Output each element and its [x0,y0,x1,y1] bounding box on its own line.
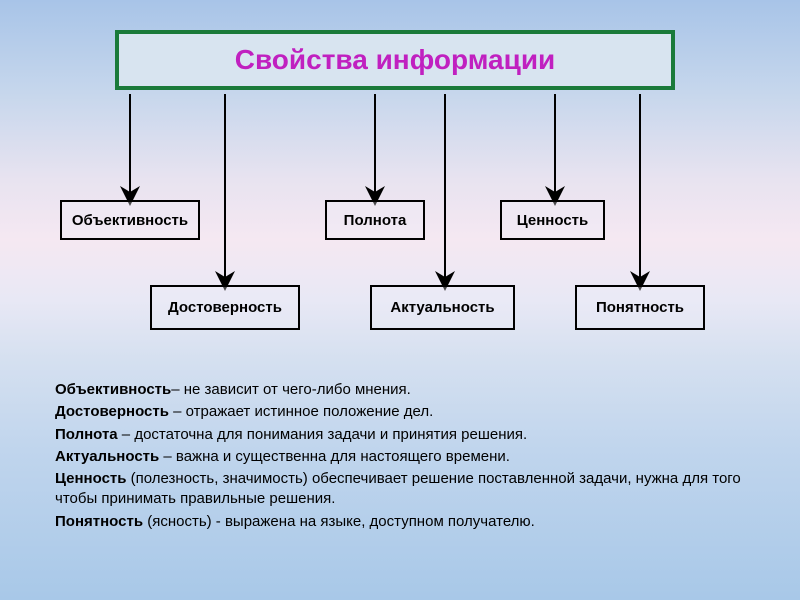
node-n3: Полнота [325,200,425,240]
definition-line: Актуальность – важна и существенна для н… [55,447,755,467]
node-n5: Ценность [500,200,605,240]
node-label: Актуальность [390,299,494,316]
definition-text: – не зависит от чего-либо мнения. [171,381,411,398]
node-label: Достоверность [168,299,282,316]
definition-term: Достоверность [55,403,169,420]
node-label: Объективность [72,212,188,229]
definition-text: – важна и существенна для настоящего вре… [159,448,510,465]
node-n6: Понятность [575,285,705,330]
definition-text: (ясность) - выражена на языке, доступном… [143,513,535,530]
node-n2: Достоверность [150,285,300,330]
definition-text: (полезность, значимость) обеспечивает ре… [55,470,741,507]
definition-line: Понятность (ясность) - выражена на языке… [55,512,755,532]
title-text: Свойства информации [235,44,556,76]
definition-term: Полнота [55,426,118,443]
definitions-block: Объективность– не зависит от чего-либо м… [55,380,755,534]
definition-term: Понятность [55,513,143,530]
definition-line: Полнота – достаточна для понимания задач… [55,425,755,445]
definition-text: – достаточна для понимания задачи и прин… [118,426,528,443]
node-n4: Актуальность [370,285,515,330]
node-label: Полнота [344,212,407,229]
definition-line: Достоверность – отражает истинное положе… [55,402,755,422]
node-label: Ценность [517,212,588,229]
node-n1: Объективность [60,200,200,240]
definition-text: – отражает истинное положение дел. [169,403,433,420]
definition-term: Ценность [55,470,126,487]
node-label: Понятность [596,299,684,316]
definition-line: Ценность (полезность, значимость) обеспе… [55,469,755,510]
definition-line: Объективность– не зависит от чего-либо м… [55,380,755,400]
definition-term: Объективность [55,381,171,398]
title-box: Свойства информации [115,30,675,90]
definition-term: Актуальность [55,448,159,465]
